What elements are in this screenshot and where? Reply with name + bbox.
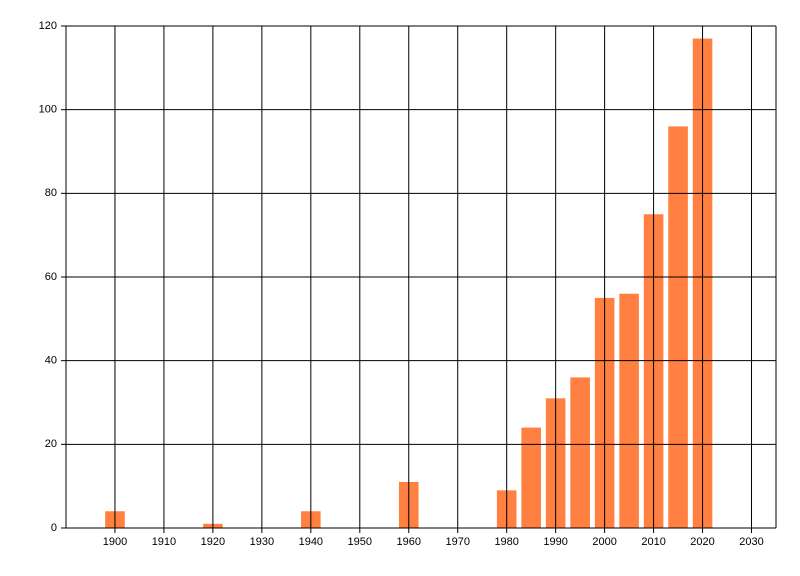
x-tick-label: 2010: [641, 536, 665, 548]
bar: [521, 427, 541, 528]
x-tick-label: 1980: [494, 536, 518, 548]
x-tick-label: 1930: [250, 536, 274, 548]
y-tick-label: 0: [51, 522, 57, 534]
x-tick-label: 1950: [348, 536, 372, 548]
x-tick-label: 1910: [152, 536, 176, 548]
x-tick-label: 2030: [739, 536, 763, 548]
x-tick-label: 1970: [445, 536, 469, 548]
bar: [570, 377, 590, 528]
x-tick-label: 1900: [103, 536, 127, 548]
x-tick-label: 1990: [543, 536, 567, 548]
bar: [668, 126, 688, 529]
y-tick-label: 80: [45, 187, 57, 199]
x-tick-label: 2020: [690, 536, 714, 548]
x-tick-label: 1940: [299, 536, 323, 548]
x-tick-label: 1920: [201, 536, 225, 548]
x-tick-label: 1960: [397, 536, 421, 548]
x-tick-label: 2000: [592, 536, 616, 548]
y-tick-label: 40: [45, 355, 57, 367]
y-tick-label: 60: [45, 271, 57, 283]
y-tick-label: 100: [39, 104, 57, 116]
bar: [619, 293, 639, 528]
y-tick-label: 120: [39, 20, 57, 32]
y-tick-label: 20: [45, 438, 57, 450]
